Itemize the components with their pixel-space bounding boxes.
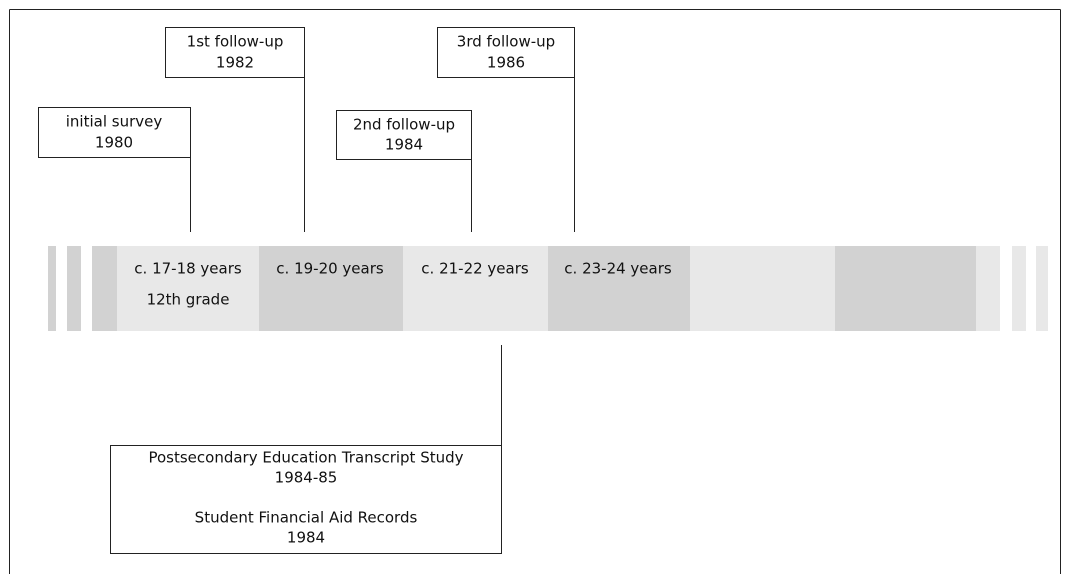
period-label: c. 19-20 years [276,260,384,278]
survey-year: 1982 [216,54,254,72]
records-aid-year: 1984 [287,529,325,547]
timeline-band [48,246,1048,331]
period-label: c. 17-18 years [134,260,242,278]
period-label: c. 21-22 years [421,260,529,278]
survey-year: 1984 [385,136,423,154]
survey-initial: initial survey 1980 [38,107,191,232]
survey-title: 2nd follow-up [353,116,455,134]
records-study-years: 1984-85 [275,469,338,487]
survey-year: 1986 [487,54,525,72]
records-aid: Student Financial Aid Records [195,509,418,527]
frame [9,9,1061,574]
records-box: Postsecondary Education Transcript Study… [110,345,502,554]
survey-title: 3rd follow-up [457,33,555,51]
survey-title: 1st follow-up [187,33,284,51]
period-label: c. 23-24 years [564,260,672,278]
survey-3rd: 3rd follow-up 1986 [437,27,575,232]
survey-1st: 1st follow-up 1982 [165,27,305,232]
records-study: Postsecondary Education Transcript Study [148,449,463,467]
survey-title: initial survey [66,113,163,131]
period-sublabel: 12th grade [147,291,230,309]
survey-year: 1980 [95,134,133,152]
survey-2nd: 2nd follow-up 1984 [336,110,472,232]
